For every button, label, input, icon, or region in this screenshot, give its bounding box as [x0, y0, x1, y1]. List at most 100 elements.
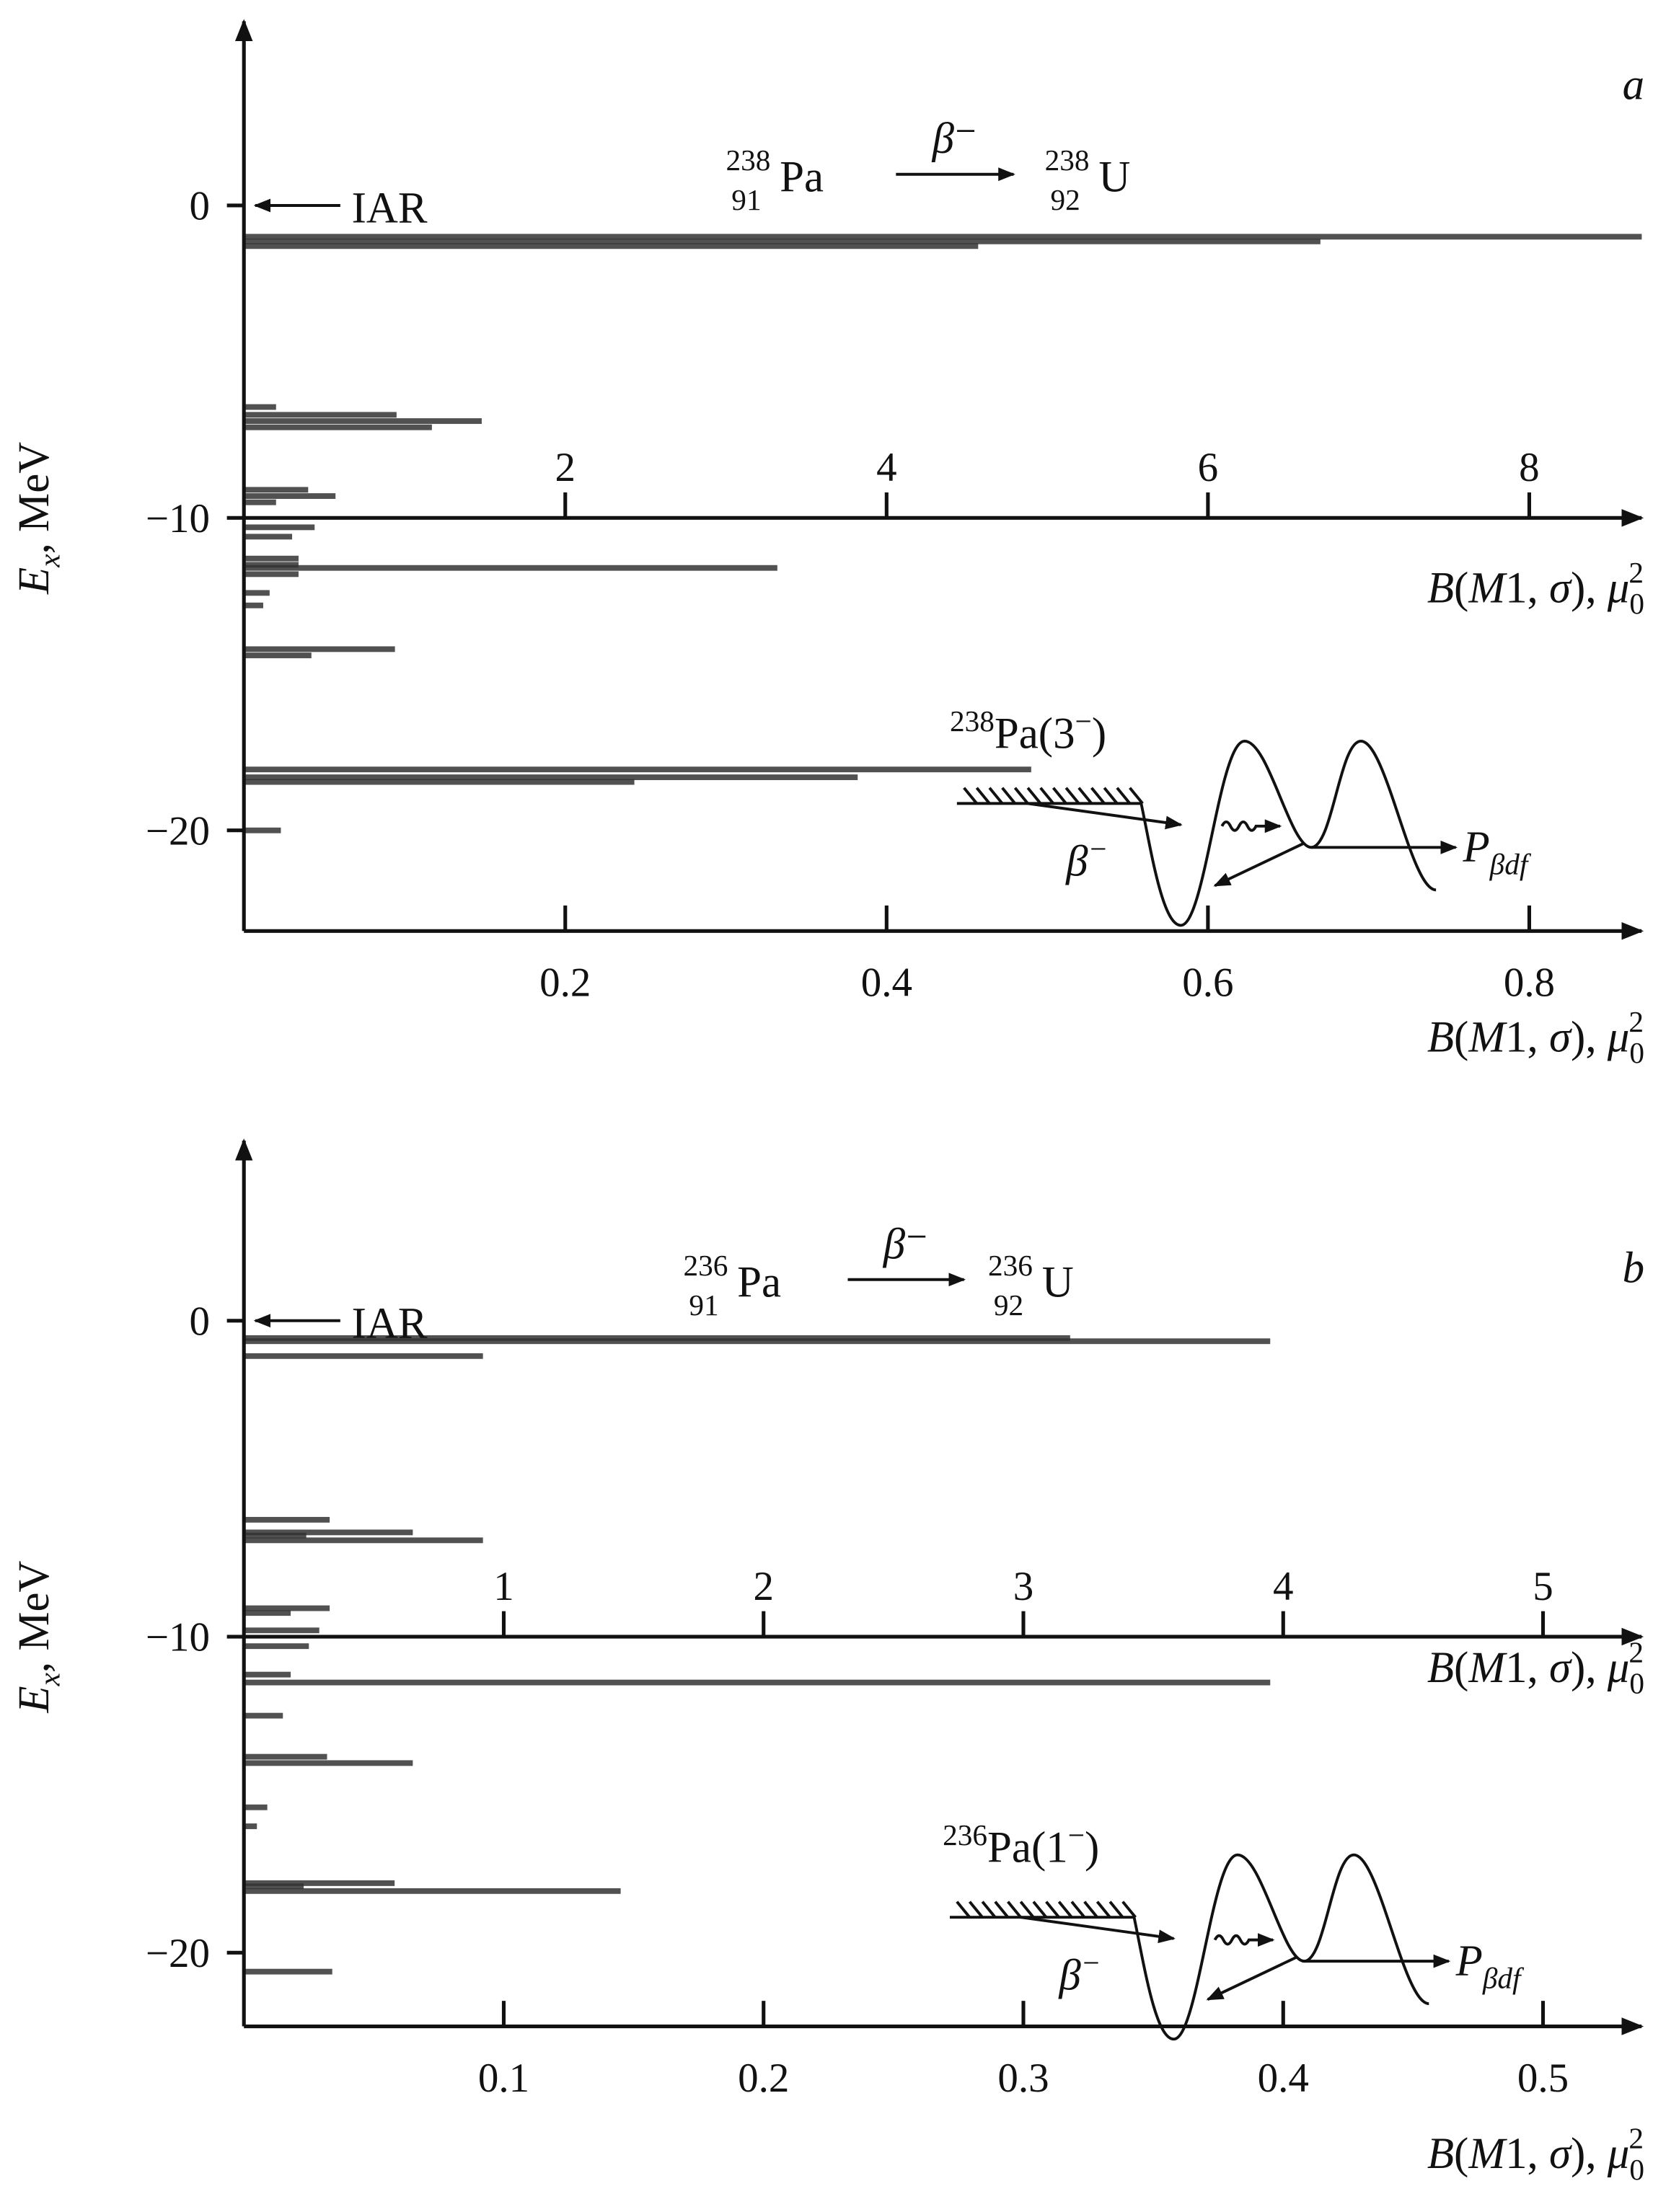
x-label-part: B — [1427, 1644, 1454, 1692]
bar-10 — [244, 1643, 309, 1650]
x-label-part: M — [1468, 1013, 1507, 1061]
bar-22 — [244, 779, 635, 785]
p: P — [1462, 823, 1489, 872]
x-top-tick-label: 1 — [493, 1564, 514, 1609]
parent-mass-number: 238 — [726, 143, 770, 177]
decay-label: β⁻ — [932, 115, 977, 163]
x-label-sup: 2 — [1628, 1635, 1644, 1668]
bar-9 — [244, 499, 276, 505]
x-bottom-tick-label: 0.4 — [1258, 2056, 1309, 2101]
panel-label: a — [1623, 61, 1644, 110]
x-label-part: ( — [1454, 2130, 1468, 2178]
bar-6 — [244, 1537, 483, 1544]
x-bottom-tick-label: 0.5 — [1517, 2056, 1569, 2101]
bar-20 — [244, 1888, 621, 1894]
bar-8 — [244, 1610, 291, 1616]
daughter-symbol: U — [1098, 153, 1130, 201]
beta-sup: − — [1088, 832, 1108, 865]
decay-label: β⁻ — [883, 1220, 928, 1268]
bar-5 — [244, 1532, 307, 1539]
x-label-sup: 2 — [1628, 2122, 1644, 2155]
bar-18 — [244, 1880, 395, 1886]
inset-parity: − — [1075, 704, 1092, 738]
y-axis-label: Ex, MeV — [10, 1560, 66, 1713]
x-top-tick-label: 3 — [1013, 1564, 1034, 1609]
bar-0 — [244, 234, 1642, 240]
bar-16 — [244, 1804, 268, 1810]
bar-21 — [244, 1968, 332, 1975]
bar-21 — [244, 774, 858, 780]
y-label-rest: , MeV — [10, 442, 58, 554]
x-label-part: σ — [1549, 1013, 1572, 1061]
inset-probability-label: Pβdf — [1455, 1937, 1525, 1995]
inset-beta-label: β− — [1058, 1946, 1101, 2000]
x-label-part: ), — [1571, 1644, 1608, 1692]
daughter-atomic-number: 92 — [994, 1288, 1023, 1322]
beta-arrow — [1020, 1916, 1176, 1944]
x-label-part: μ — [1607, 2130, 1630, 2178]
bar-14 — [244, 1753, 327, 1760]
bar-12 — [244, 1679, 1271, 1686]
beta: β — [1058, 1951, 1081, 1999]
inset-nucleus-label: 236Pa(1−) — [943, 1818, 1099, 1872]
x-axis-label-bottom: B(M1, σ), μ02 — [1427, 2122, 1644, 2186]
x-label-part: μ — [1607, 1013, 1630, 1061]
bar-16 — [244, 590, 270, 596]
bar-19 — [244, 652, 312, 658]
x-axis-label-top: B(M1, σ), μ02 — [1427, 1635, 1644, 1699]
inset-parity: − — [1068, 1818, 1085, 1852]
double-hump-barrier-curve — [1140, 739, 1437, 927]
inset-close: ) — [1085, 1824, 1099, 1872]
y-tick-label: −10 — [146, 1615, 210, 1660]
x-label-part: M — [1468, 564, 1507, 612]
x-bottom-tick-label: 0.8 — [1504, 960, 1555, 1006]
bar-2 — [244, 243, 979, 249]
x-bottom-tick-label: 0.4 — [861, 960, 912, 1006]
bar-3 — [244, 404, 276, 410]
y-label-main: E — [10, 567, 58, 595]
x-label-sub: 0 — [1629, 587, 1644, 620]
x-label-part: 1, — [1505, 1644, 1549, 1692]
x-bottom-tick-label: 0.2 — [738, 2056, 789, 2101]
parent-symbol: Pa — [737, 1258, 781, 1306]
bar-11 — [244, 1671, 291, 1678]
y-label-sub: x — [33, 1672, 66, 1686]
fission-barrier-inset: 236Pa(1−)β− Pβdf — [943, 1818, 1525, 2041]
inset-close: ) — [1092, 710, 1106, 758]
x-axis-label-bottom: B(M1, σ), μ02 — [1427, 1005, 1644, 1069]
x-label-part: σ — [1549, 1644, 1572, 1692]
x-bottom-tick-label: 0.2 — [539, 960, 591, 1006]
inset-nucleus: Pa(3 — [995, 710, 1075, 758]
x-label-part: 1, — [1505, 2130, 1549, 2178]
x-label-part: ), — [1571, 2130, 1608, 2178]
x-top-tick-label: 6 — [1198, 445, 1219, 490]
inset-mass-number: 236 — [943, 1818, 987, 1852]
x-label-part: σ — [1549, 2130, 1572, 2178]
bar-18 — [244, 646, 395, 652]
x-bottom-tick-label: 0.1 — [478, 2056, 529, 2101]
bar-19 — [244, 1883, 304, 1890]
x-bottom-tick-label: 0.6 — [1182, 960, 1233, 1006]
bar-3 — [244, 1516, 330, 1523]
x-label-part: B — [1427, 2130, 1454, 2178]
inset-nucleus: Pa(1 — [987, 1824, 1068, 1872]
bar-10 — [244, 524, 315, 531]
bar-13 — [244, 1712, 283, 1719]
p-sub: βdf — [1489, 848, 1532, 881]
p-sub: βdf — [1482, 1961, 1525, 1994]
y-axis-label: Ex, MeV — [10, 442, 66, 595]
x-label-part: σ — [1549, 564, 1572, 612]
gamma-wavy-arrow — [1213, 1933, 1275, 1947]
parent-atomic-number: 91 — [689, 1288, 718, 1322]
y-tick-label: 0 — [190, 184, 210, 229]
y-label-main: E — [10, 1686, 58, 1713]
parent-atomic-number: 91 — [731, 183, 761, 216]
x-label-sub: 0 — [1629, 1667, 1644, 1700]
bar-15 — [244, 1760, 413, 1766]
bar-15 — [244, 571, 299, 578]
inset-probability-label: Pβdf — [1462, 823, 1531, 881]
beta: β — [1065, 838, 1088, 886]
daughter-atomic-number: 92 — [1051, 183, 1080, 216]
